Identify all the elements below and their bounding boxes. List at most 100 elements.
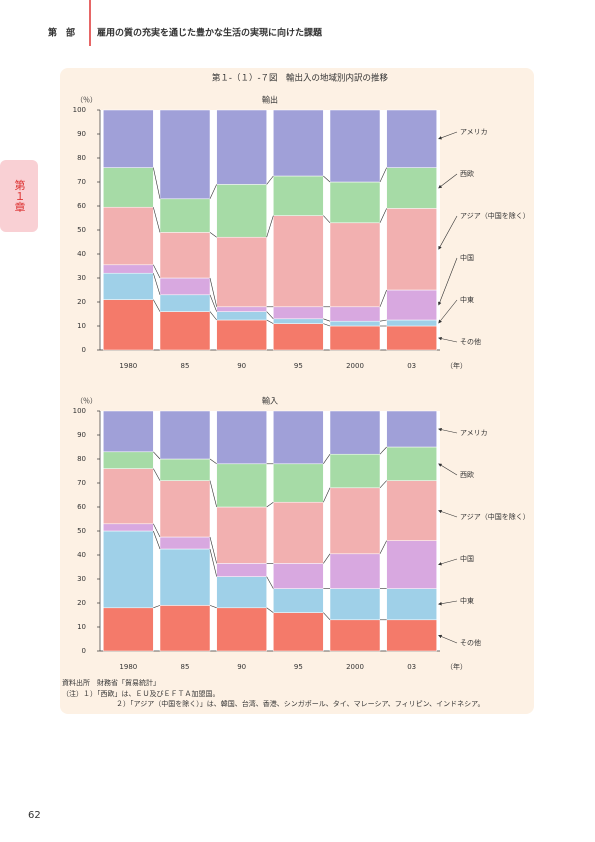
legend-label: アメリカ [460,128,488,136]
bar-segment [216,410,267,465]
legend-label: 中東 [460,596,474,605]
y-tick-label: 90 [77,130,86,138]
note: 資料出所 財務省「貿易統計」 [62,678,160,687]
connector [323,487,331,503]
connector [323,553,331,564]
legend-arrow [438,215,458,250]
connector [209,277,217,307]
y-axis-label: （％） [76,397,97,405]
bar-segment [273,463,324,503]
bar-segment [159,294,211,312]
bar-segment [386,619,437,652]
connector [153,451,161,460]
bar-segment [273,410,324,465]
bar-segment [386,289,437,321]
plot-area [100,110,440,350]
bar-segment [216,563,267,577]
bar-segment [216,506,267,564]
bar-segment [103,272,154,300]
x-tick-label: 90 [237,362,246,370]
x-tick-label: 03 [407,362,416,370]
bar-segment [273,306,324,320]
header-title: 雇用の質の充実を通じた豊かな生活の実現に向けた課題 [96,27,323,39]
connector [153,523,161,538]
y-tick-label: 80 [77,455,86,463]
bar-segment [103,167,154,208]
legend-arrow [438,509,458,518]
x-tick-label: 2000 [346,663,364,671]
y-tick-label: 20 [77,298,86,306]
bar-segment [103,468,154,525]
bar-segment [103,523,154,532]
bar-segment [103,264,154,274]
legend-label: 西欧 [460,470,474,479]
legend-label: その他 [460,337,481,346]
legend-arrow [438,173,458,189]
y-tick-label: 0 [82,346,86,354]
x-tick-label: 85 [181,362,190,370]
connector [323,215,331,224]
bar-segment [329,553,381,589]
bar-segment [386,319,437,327]
legend-label: 西欧 [460,169,474,178]
connector [153,264,161,279]
connector [153,605,161,609]
y-tick-label: 100 [73,407,86,415]
bar-segment [103,206,154,266]
bar-segment [103,299,154,351]
connector [209,458,217,465]
bar-segment [216,311,267,321]
bar-segment [329,320,381,327]
x-tick-label: 95 [294,663,303,671]
connector [209,311,217,321]
connector [266,576,274,589]
bar-segment [386,588,437,621]
bar-segment [329,306,381,322]
y-tick-label: 70 [77,479,86,487]
bar-segment [216,184,267,238]
bar-segment [273,612,324,652]
y-tick-label: 50 [77,527,86,535]
y-tick-label: 30 [77,274,86,282]
x-tick-label: 2000 [346,362,364,370]
bar-segment [329,181,381,224]
connector [266,311,274,320]
bar-segment [103,607,154,652]
bar-segment [103,410,154,453]
x-unit-label: （年） [446,662,467,671]
connector [209,480,217,508]
bar-segment [159,232,211,279]
y-tick-label: 90 [77,431,86,439]
legend-arrow [438,131,458,140]
bar-segment [273,318,324,324]
bar-segment [386,480,437,541]
bar-segment [103,451,154,469]
bar-segment [159,198,211,233]
bar-segment [329,325,381,351]
bar-segment [273,323,324,351]
x-tick-label: 85 [181,663,190,671]
legend-arrow [438,336,458,343]
connector [266,319,274,324]
bar-segment [329,222,381,308]
y-tick-label: 30 [77,575,86,583]
connector [209,184,217,199]
connector [323,323,331,327]
bar-segment [216,576,267,609]
connector [379,446,387,455]
bar-segment [273,175,324,216]
bar-segment [159,458,211,481]
connector [153,468,161,481]
connector [323,318,331,322]
connector [266,501,274,508]
connector [323,175,331,183]
y-tick-label: 40 [77,551,86,559]
bar-segment [329,619,381,652]
bar-segment [329,588,381,621]
y-tick-label: 40 [77,250,86,258]
connector [379,289,387,307]
connector [266,607,274,613]
page-number: 62 [28,810,41,821]
